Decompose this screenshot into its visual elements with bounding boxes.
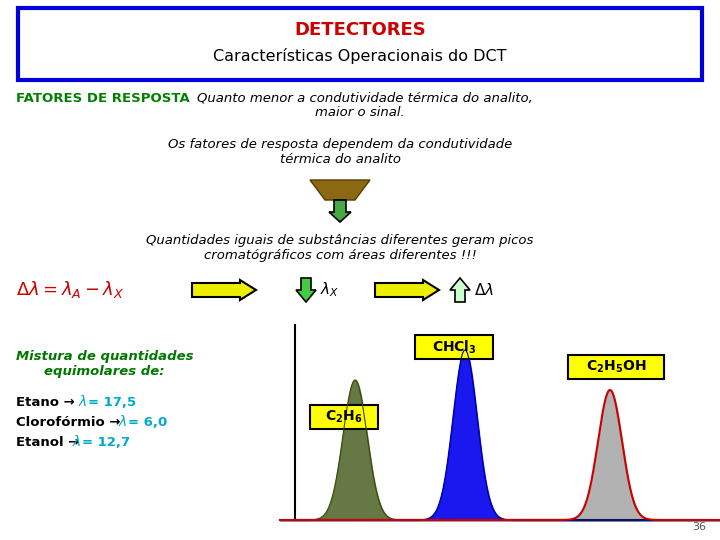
Text: $\Delta\lambda = \lambda_A - \lambda_X$: $\Delta\lambda = \lambda_A - \lambda_X$: [16, 280, 125, 300]
Text: $\mathbf{CHCl_3}$: $\mathbf{CHCl_3}$: [431, 338, 477, 356]
FancyArrow shape: [192, 280, 256, 300]
Text: Etano →: Etano →: [16, 395, 79, 408]
Text: = 12,7: = 12,7: [82, 435, 130, 449]
FancyBboxPatch shape: [568, 355, 664, 379]
Text: $\lambda$: $\lambda$: [72, 435, 81, 449]
Text: $\mathbf{C_2H_5OH}$: $\mathbf{C_2H_5OH}$: [585, 359, 647, 375]
FancyArrow shape: [329, 200, 351, 222]
Text: = 17,5: = 17,5: [88, 395, 136, 408]
Text: FATORES DE RESPOSTA: FATORES DE RESPOSTA: [16, 91, 190, 105]
Text: $\lambda$: $\lambda$: [78, 395, 87, 409]
Text: = 6,0: = 6,0: [128, 415, 167, 429]
Text: $\mathbf{C_2H_6}$: $\mathbf{C_2H_6}$: [325, 409, 363, 425]
FancyBboxPatch shape: [415, 335, 493, 359]
FancyArrow shape: [375, 280, 439, 300]
Polygon shape: [310, 180, 370, 200]
Text: $\lambda_X$: $\lambda_X$: [320, 281, 339, 299]
Text: Os fatores de resposta dependem da condutividade
térmica do analito: Os fatores de resposta dependem da condu…: [168, 138, 512, 166]
Text: DETECTORES: DETECTORES: [294, 21, 426, 39]
FancyBboxPatch shape: [310, 405, 378, 429]
Text: $\Delta\lambda$: $\Delta\lambda$: [474, 282, 494, 298]
Text: Quantidades iguais de substâncias diferentes geram picos
cromatógráficos com áre: Quantidades iguais de substâncias difere…: [146, 234, 534, 262]
Text: Etanol →: Etanol →: [16, 435, 84, 449]
Text: $\lambda$: $\lambda$: [118, 415, 127, 429]
FancyArrow shape: [296, 278, 316, 302]
Text: Mistura de quantidades
equimolares de:: Mistura de quantidades equimolares de:: [16, 350, 194, 378]
Text: maior o sinal.: maior o sinal.: [315, 106, 405, 119]
FancyBboxPatch shape: [18, 8, 702, 80]
Text: 36: 36: [692, 522, 706, 532]
Text: Clorofórmio →: Clorofórmio →: [16, 415, 125, 429]
Text: Características Operacionais do DCT: Características Operacionais do DCT: [213, 48, 507, 64]
Text: Quanto menor a condutividade térmica do analito,: Quanto menor a condutividade térmica do …: [197, 91, 533, 105]
FancyArrow shape: [450, 278, 470, 302]
